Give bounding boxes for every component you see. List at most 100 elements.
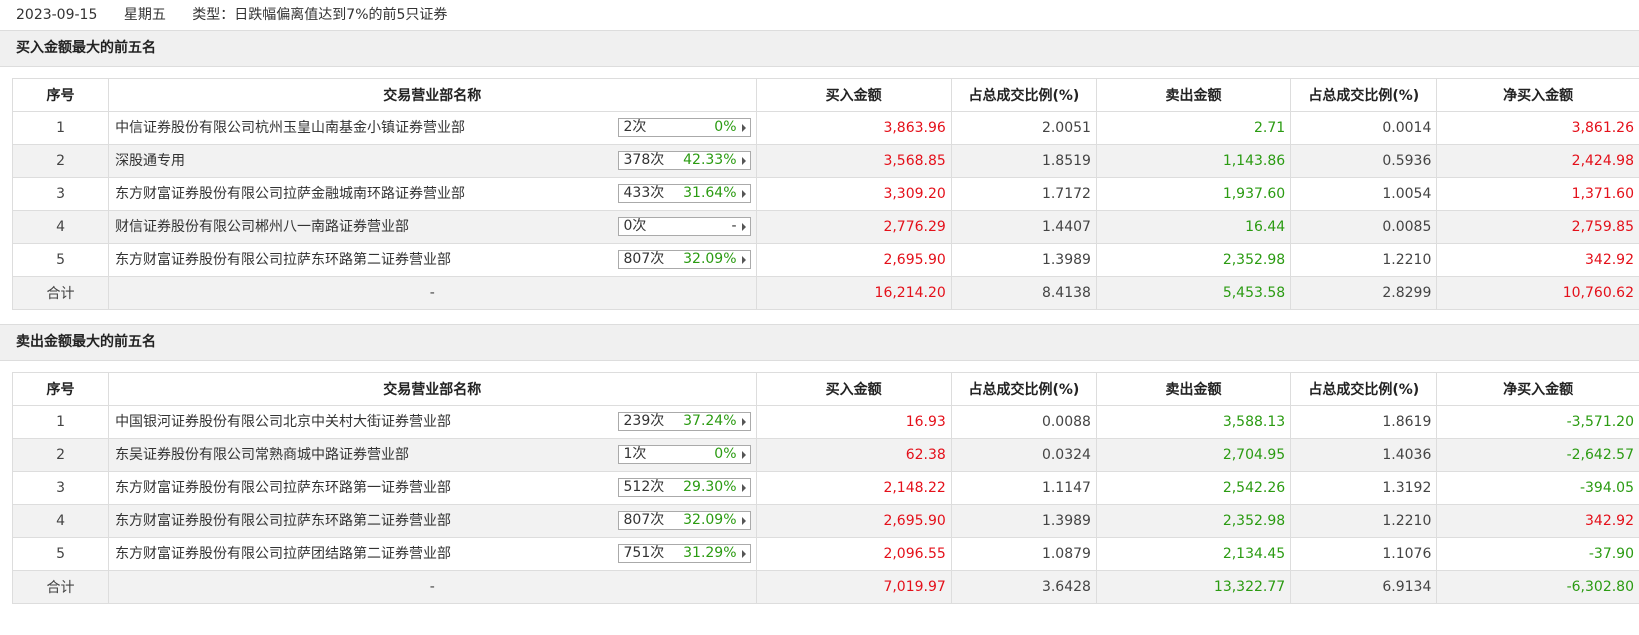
table-row: 1 中国银河证券股份有限公司北京中关村大街证券营业部 239次 37.24% 16.93… bbox=[11, 405, 1639, 439]
listing-stats-button[interactable]: 807次 32.09% bbox=[617, 511, 751, 530]
total-buy-amount: 16,214.20 bbox=[755, 276, 952, 310]
sell-ratio: 1.0054 bbox=[1290, 177, 1438, 211]
caret-right-icon bbox=[741, 157, 746, 165]
sell-ratio: 0.0085 bbox=[1290, 210, 1438, 244]
col-sell-pct-header: 占总成交比例(%) bbox=[1290, 372, 1438, 406]
sell-amount: 1,937.60 bbox=[1095, 177, 1292, 211]
branch-cell: 中信证券股份有限公司杭州玉皇山南基金小镇证券营业部 2次 0% bbox=[108, 111, 757, 145]
buy-ratio: 1.4407 bbox=[950, 210, 1097, 244]
col-sell-pct-header: 占总成交比例(%) bbox=[1290, 78, 1438, 112]
listing-count: 751次 bbox=[623, 545, 665, 561]
listing-stats-button[interactable]: 239次 37.24% bbox=[617, 412, 751, 431]
sell-ratio: 0.0014 bbox=[1290, 111, 1438, 145]
sell-amount: 2.71 bbox=[1095, 111, 1292, 145]
row-index: 2 bbox=[11, 144, 110, 178]
branch-name[interactable]: 中国银河证券股份有限公司北京中关村大街证券营业部 bbox=[115, 414, 452, 430]
sell-amount: 2,134.45 bbox=[1095, 537, 1292, 571]
branch-cell: 中国银河证券股份有限公司北京中关村大街证券营业部 239次 37.24% bbox=[108, 405, 757, 439]
row-index: 4 bbox=[11, 504, 110, 538]
listing-stats-button[interactable]: 433次 31.64% bbox=[617, 184, 751, 203]
sell-ratio: 1.2210 bbox=[1290, 243, 1438, 277]
net-buy-amount: 1,371.60 bbox=[1436, 177, 1639, 211]
branch-cell: 财信证券股份有限公司郴州八一南路证券营业部 0次 - bbox=[108, 210, 757, 244]
col-branch-header: 交易营业部名称 bbox=[108, 78, 757, 112]
buy-amount: 3,309.20 bbox=[755, 177, 952, 211]
total-sell-amount: 5,453.58 bbox=[1095, 276, 1292, 310]
caret-right-icon bbox=[741, 550, 746, 558]
caret-right-icon bbox=[741, 484, 746, 492]
listing-up-rate: 29.30% bbox=[683, 479, 737, 495]
net-buy-amount: 342.92 bbox=[1436, 504, 1639, 538]
row-index: 3 bbox=[11, 177, 110, 211]
caret-right-icon bbox=[741, 517, 746, 525]
listing-stats-button[interactable]: 378次 42.33% bbox=[617, 151, 751, 170]
listing-count: 0次 bbox=[623, 218, 647, 234]
sell-amount: 2,352.98 bbox=[1095, 243, 1292, 277]
branch-name[interactable]: 东方财富证券股份有限公司拉萨东环路第二证券营业部 bbox=[115, 513, 452, 529]
net-buy-amount: 342.92 bbox=[1436, 243, 1639, 277]
caret-right-icon bbox=[741, 124, 746, 132]
buy-amount: 2,695.90 bbox=[755, 243, 952, 277]
table-row: 2 深股通专用 378次 42.33% 3,568.85 1.8519 1,143.86 0.… bbox=[11, 144, 1639, 178]
col-net-header: 净买入金额 bbox=[1436, 372, 1639, 406]
listing-stats-button[interactable]: 751次 31.29% bbox=[617, 544, 751, 563]
listing-stats-button[interactable]: 512次 29.30% bbox=[617, 478, 751, 497]
listing-count: 2次 bbox=[623, 119, 647, 135]
branch-cell: 东方财富证券股份有限公司拉萨东环路第二证券营业部 807次 32.09% bbox=[108, 243, 757, 277]
buy-ratio: 1.3989 bbox=[950, 243, 1097, 277]
caret-right-icon bbox=[741, 190, 746, 198]
buy-amount: 2,148.22 bbox=[755, 471, 952, 505]
col-buy-pct-header: 占总成交比例(%) bbox=[950, 372, 1097, 406]
col-branch-header: 交易营业部名称 bbox=[108, 372, 757, 406]
branch-name[interactable]: 东方财富证券股份有限公司拉萨东环路第一证券营业部 bbox=[115, 480, 452, 496]
buy-amount: 2,096.55 bbox=[755, 537, 952, 571]
branch-cell: 东方财富证券股份有限公司拉萨东环路第二证券营业部 807次 32.09% bbox=[108, 504, 757, 538]
net-buy-amount: 2,759.85 bbox=[1436, 210, 1639, 244]
col-index-header: 序号 bbox=[11, 78, 110, 112]
row-index: 2 bbox=[11, 438, 110, 472]
branch-name[interactable]: 中信证券股份有限公司杭州玉皇山南基金小镇证券营业部 bbox=[115, 120, 466, 136]
listing-count: 807次 bbox=[623, 512, 665, 528]
listing-stats-button[interactable]: 2次 0% bbox=[617, 118, 751, 137]
listing-stats-button[interactable]: 807次 32.09% bbox=[617, 250, 751, 269]
buy-amount: 62.38 bbox=[755, 438, 952, 472]
total-net-buy: 10,760.62 bbox=[1436, 276, 1639, 310]
weekday: 星期五 bbox=[123, 7, 166, 23]
branch-name[interactable]: 东方财富证券股份有限公司拉萨金融城南环路证券营业部 bbox=[115, 186, 466, 202]
branch-cell: 东方财富证券股份有限公司拉萨金融城南环路证券营业部 433次 31.64% bbox=[108, 177, 757, 211]
table-row: 3 东方财富证券股份有限公司拉萨东环路第一证券营业部 512次 29.30% 2,148… bbox=[11, 471, 1639, 505]
listing-stats-button[interactable]: 1次 0% bbox=[617, 445, 751, 464]
listing-stats-button[interactable]: 0次 - bbox=[617, 217, 751, 236]
sell-top5-table: 序号 交易营业部名称 买入金额 占总成交比例(%) 卖出金额 占总成交比例(%) 净买入金额… bbox=[11, 372, 1639, 604]
buy-section-title: 买入金额最大的前五名 bbox=[0, 30, 1639, 67]
caret-right-icon bbox=[741, 223, 746, 231]
sell-amount: 2,704.95 bbox=[1095, 438, 1292, 472]
branch-cell: 东方财富证券股份有限公司拉萨东环路第一证券营业部 512次 29.30% bbox=[108, 471, 757, 505]
branch-name[interactable]: 深股通专用 bbox=[115, 153, 186, 169]
total-label: 合计 bbox=[11, 276, 110, 310]
listing-count: 433次 bbox=[623, 185, 665, 201]
total-sell-amount: 13,322.77 bbox=[1095, 570, 1292, 604]
table-row: 4 财信证券股份有限公司郴州八一南路证券营业部 0次 - 2,776.29 1.4407 1… bbox=[11, 210, 1639, 244]
sell-section-title: 卖出金额最大的前五名 bbox=[0, 324, 1639, 361]
info-bar: 2023-09-15 星期五 类型：日跌幅偏离值达到7%的前5只证券 bbox=[0, 0, 1639, 30]
buy-amount: 2,776.29 bbox=[755, 210, 952, 244]
buy-ratio: 2.0051 bbox=[950, 111, 1097, 145]
row-index: 1 bbox=[11, 111, 110, 145]
buy-ratio: 1.3989 bbox=[950, 504, 1097, 538]
col-index-header: 序号 bbox=[11, 372, 110, 406]
sell-ratio: 1.1076 bbox=[1290, 537, 1438, 571]
table-row: 2 东吴证券股份有限公司常熟商城中路证券营业部 1次 0% 62.38 0.0324 2,7… bbox=[11, 438, 1639, 472]
listing-up-rate: 31.64% bbox=[683, 185, 737, 201]
sell-ratio: 1.4036 bbox=[1290, 438, 1438, 472]
table-row: 3 东方财富证券股份有限公司拉萨金融城南环路证券营业部 433次 31.64% 3,30… bbox=[11, 177, 1639, 211]
listing-count: 512次 bbox=[623, 479, 665, 495]
total-label: 合计 bbox=[11, 570, 110, 604]
branch-name[interactable]: 东方财富证券股份有限公司拉萨团结路第二证券营业部 bbox=[115, 546, 452, 562]
table-row: 4 东方财富证券股份有限公司拉萨东环路第二证券营业部 807次 32.09% 2,695… bbox=[11, 504, 1639, 538]
branch-name[interactable]: 财信证券股份有限公司郴州八一南路证券营业部 bbox=[115, 219, 410, 235]
branch-name[interactable]: 东方财富证券股份有限公司拉萨东环路第二证券营业部 bbox=[115, 252, 452, 268]
buy-amount: 3,863.96 bbox=[755, 111, 952, 145]
branch-name[interactable]: 东吴证券股份有限公司常熟商城中路证券营业部 bbox=[115, 447, 410, 463]
total-sell-ratio: 6.9134 bbox=[1290, 570, 1438, 604]
